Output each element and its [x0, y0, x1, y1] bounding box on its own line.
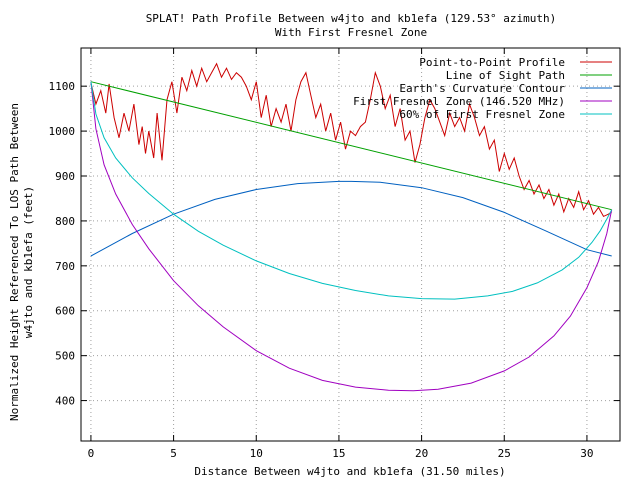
chart-title: SPLAT! Path Profile Between w4jto and kb… [146, 12, 557, 25]
y-tick-label: 1000 [49, 125, 76, 138]
y-axis-label-line1: Normalized Height Referenced To LOS Path… [8, 103, 21, 421]
legend-label: First Fresnel Zone (146.520 MHz) [353, 95, 565, 108]
plot-border [80, 47, 621, 442]
x-tick-label: 30 [580, 447, 593, 460]
legend-label: Point-to-Point Profile [419, 56, 565, 69]
grid-lines [81, 48, 620, 441]
chart-subtitle: With First Fresnel Zone [275, 26, 427, 39]
y-tick-label: 1100 [49, 80, 76, 93]
legend-label: Line of Sight Path [446, 69, 565, 82]
y-tick-label: 900 [55, 170, 75, 183]
x-axis-label: Distance Between w4jto and kb1efa (31.50… [194, 465, 505, 478]
axis-ticks: 0 5 10 15 20 25 30 400 500 600 700 800 900 1000 1100 [49, 48, 620, 460]
x-tick-label: 10 [250, 447, 263, 460]
legend-label: 60% of First Fresnel Zone [399, 108, 565, 121]
y-tick-label: 600 [55, 305, 75, 318]
series-line-2 [90, 81, 612, 211]
y-tick-label: 700 [55, 260, 75, 273]
series-line-5 [90, 81, 613, 300]
legend-label: Earth's Curvature Contour [399, 82, 565, 95]
x-tick-label: 15 [332, 447, 345, 460]
y-tick-label: 400 [55, 395, 75, 408]
x-tick-label: 0 [88, 447, 95, 460]
y-axis-label-line2: w4jto and kb1efa (feet) [22, 186, 35, 338]
x-tick-label: 20 [415, 447, 428, 460]
x-tick-label: 5 [170, 447, 177, 460]
y-tick-label: 800 [55, 215, 75, 228]
series-line-4 [90, 81, 613, 392]
x-tick-label: 25 [498, 447, 511, 460]
series-line-3 [90, 180, 612, 257]
y-tick-label: 500 [55, 350, 75, 363]
series-group [90, 62, 613, 392]
